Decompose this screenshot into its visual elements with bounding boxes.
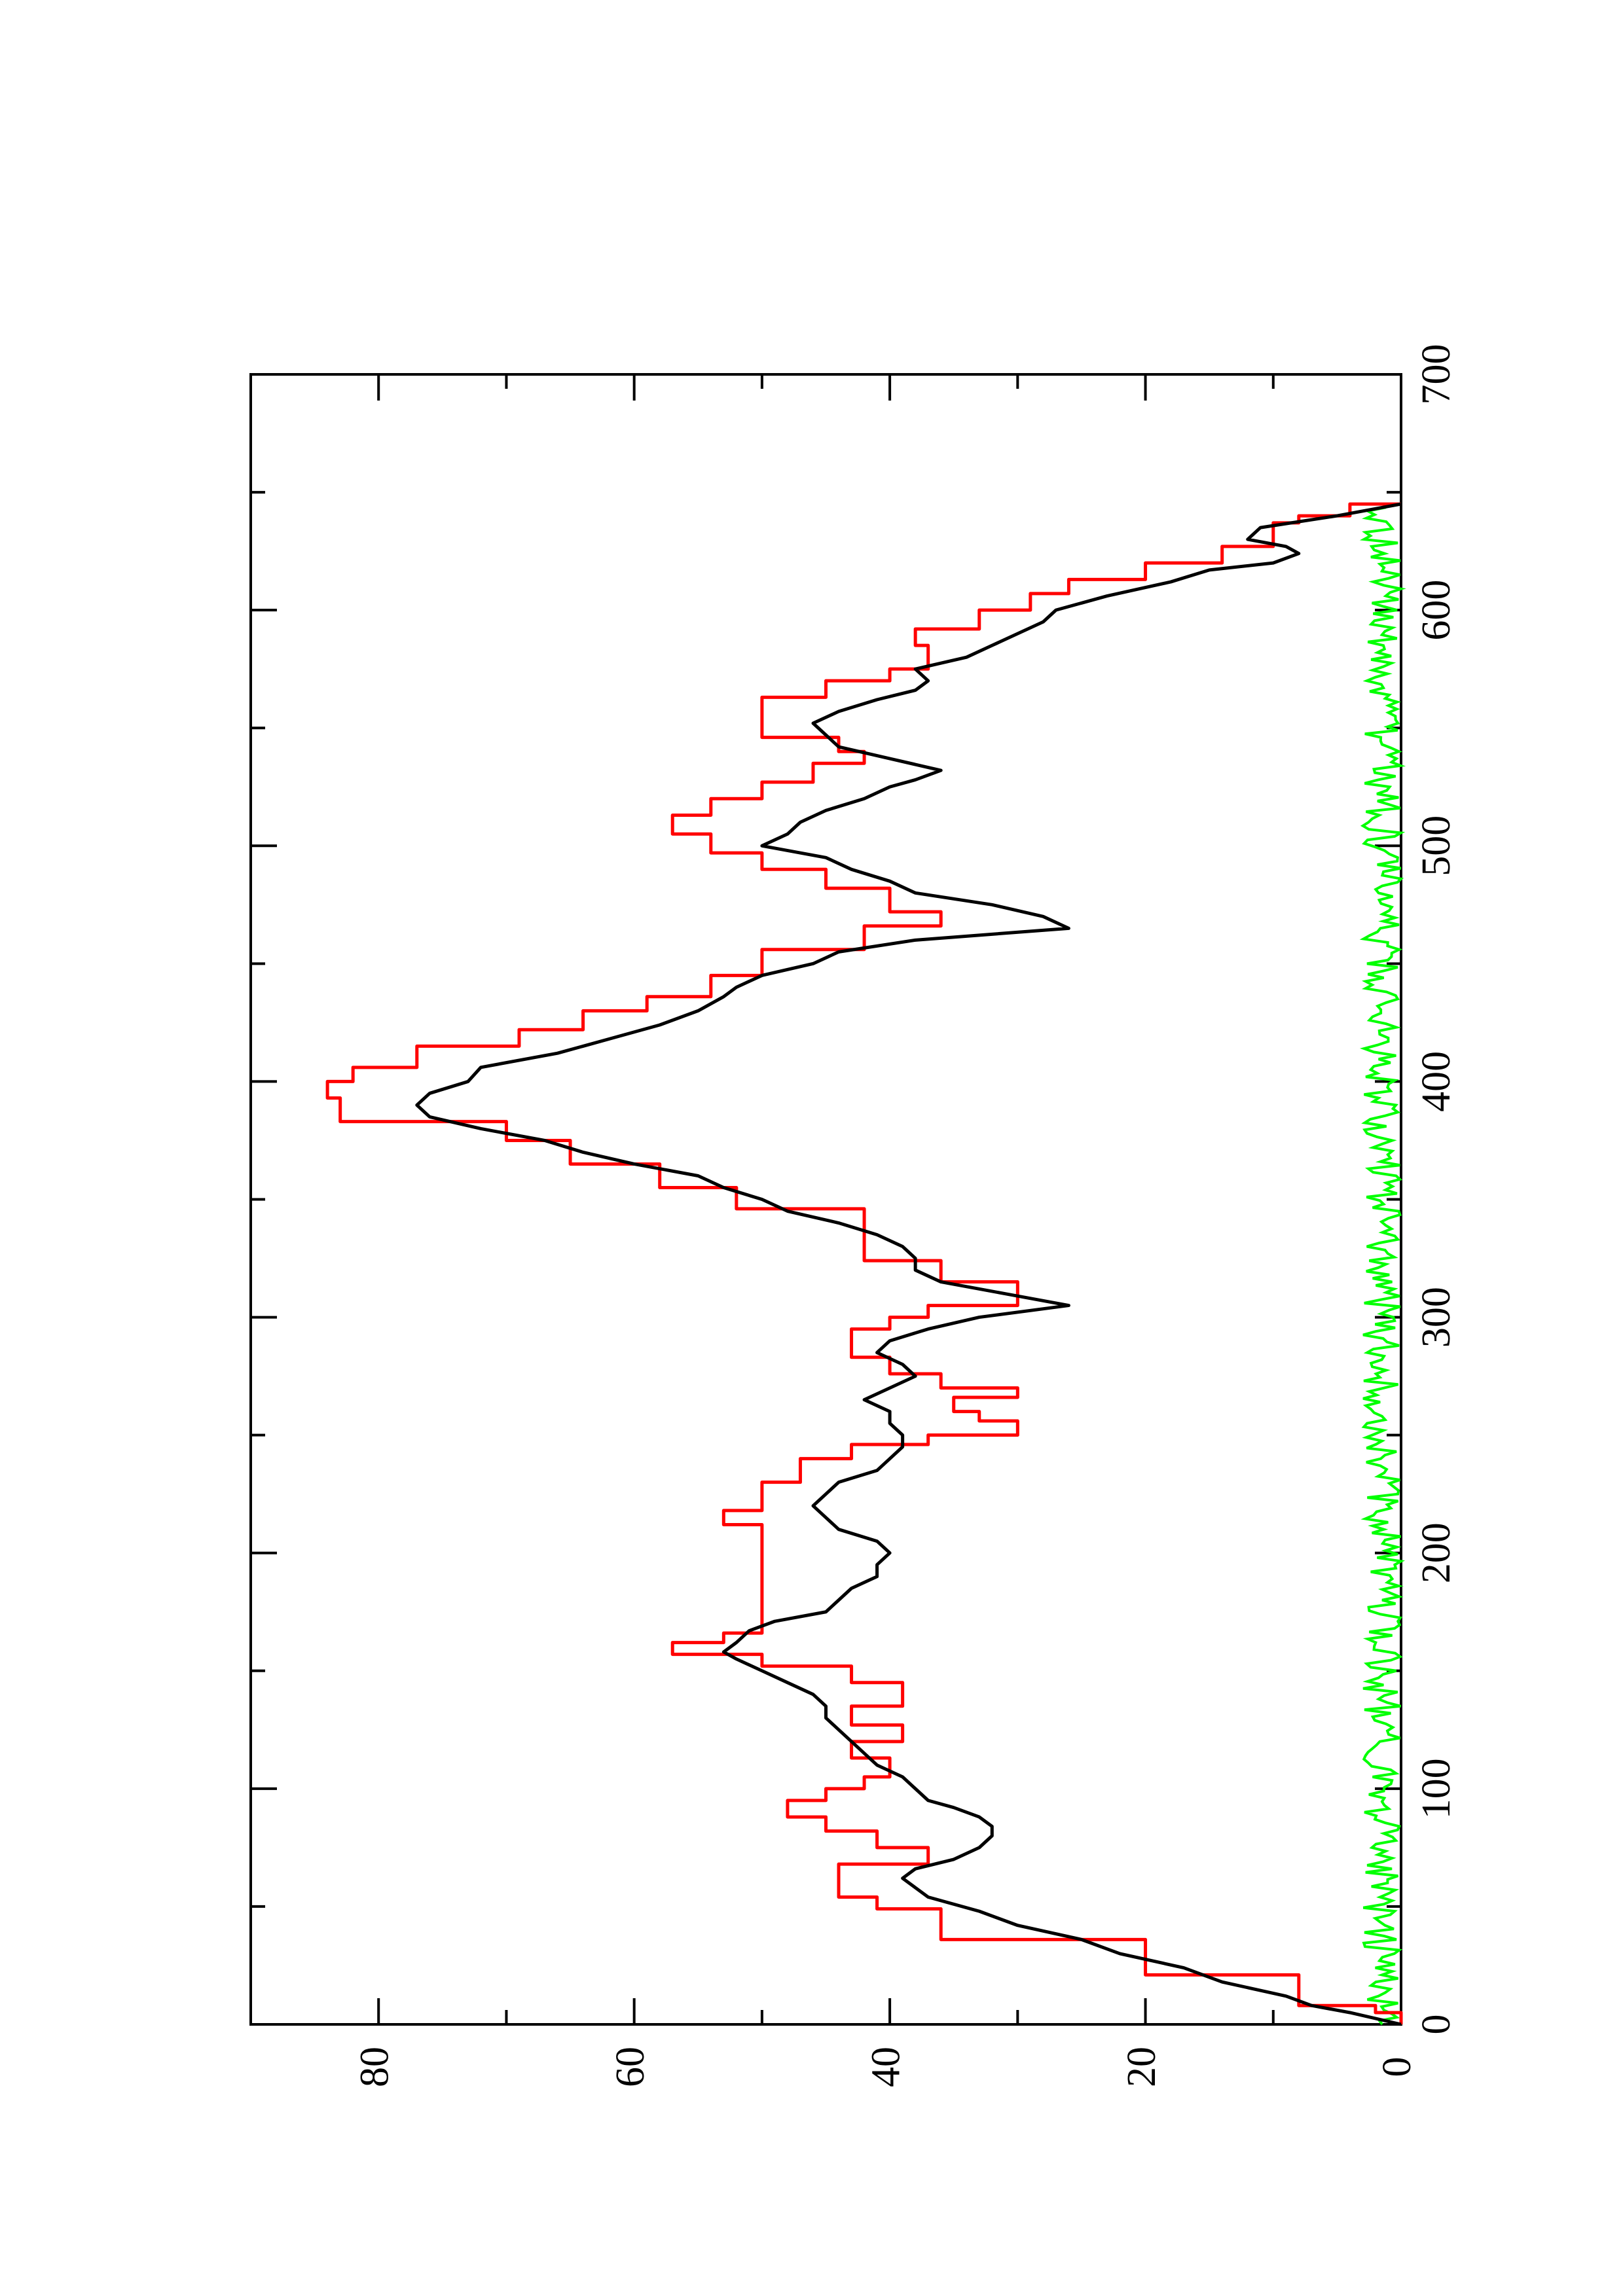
series-line-green: [1359, 503, 1406, 2026]
x-tick-label: 500: [1414, 816, 1459, 876]
x-tick-label: 300: [1414, 1287, 1459, 1348]
plot-frame: [249, 373, 1402, 2026]
tick-labels: 0 100 200 300 400 500 600 700 0 20 40 60 80: [352, 344, 1459, 2088]
x-tick-label: 100: [1414, 1758, 1459, 1819]
x-tick-label: 400: [1414, 1051, 1459, 1112]
x-tick-label: 0: [1414, 2015, 1459, 2035]
ticks: [249, 373, 1402, 2026]
series-layer: [325, 502, 1406, 2026]
series-line-red: [325, 502, 1403, 2024]
y-tick-label: 20: [1120, 2047, 1164, 2087]
y-tick-label: 0: [1375, 2057, 1419, 2077]
y-tick-label: 80: [352, 2047, 397, 2087]
y-tick-label: 40: [864, 2047, 908, 2087]
x-tick-label: 700: [1414, 344, 1459, 405]
x-tick-label: 600: [1414, 580, 1459, 641]
series-line-black: [415, 502, 1402, 2026]
x-tick-label: 200: [1414, 1522, 1459, 1583]
y-tick-label: 60: [608, 2047, 653, 2087]
